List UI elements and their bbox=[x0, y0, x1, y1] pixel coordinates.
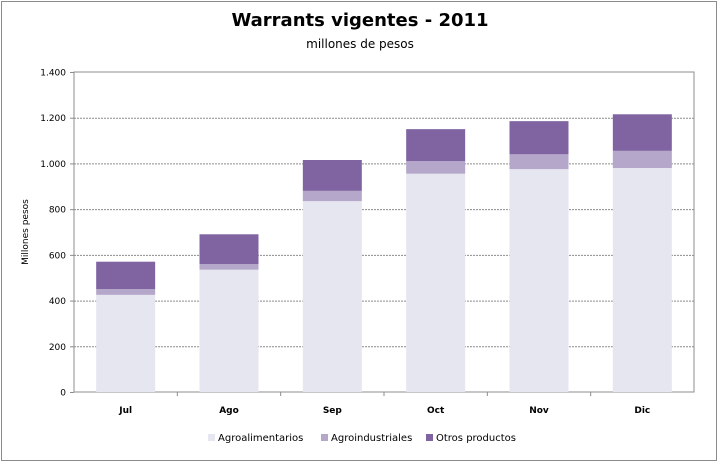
legend-swatch bbox=[321, 434, 328, 441]
y-tick-label: 600 bbox=[49, 251, 66, 261]
bar-segment bbox=[509, 121, 569, 155]
x-tick-label: Oct bbox=[427, 406, 445, 416]
bar-segment bbox=[302, 201, 362, 392]
x-tick-label: Nov bbox=[529, 406, 549, 416]
x-tick-label: Dic bbox=[634, 406, 650, 416]
legend-swatch bbox=[426, 434, 433, 441]
y-tick-label: 1.200 bbox=[40, 114, 66, 124]
bar-segment bbox=[199, 264, 259, 270]
bar-segment bbox=[406, 173, 466, 392]
legend-swatch bbox=[208, 434, 215, 441]
x-tick-label: Jul bbox=[118, 406, 132, 416]
y-tick-label: 0 bbox=[60, 389, 66, 399]
legend-label: Otros productos bbox=[436, 433, 516, 444]
bar-segment bbox=[406, 161, 466, 174]
bar-segment bbox=[612, 150, 672, 168]
bar-segment bbox=[406, 129, 466, 162]
x-tick-label: Ago bbox=[219, 406, 239, 416]
y-tick-label: 200 bbox=[49, 343, 66, 353]
bar-segment bbox=[612, 114, 672, 151]
y-axis-label: Millones pesos bbox=[21, 199, 31, 265]
bar-segment bbox=[302, 160, 362, 191]
legend-label: Agroindustriales bbox=[331, 433, 412, 444]
legend-label: Agroalimentarios bbox=[218, 433, 303, 444]
bar-segment bbox=[96, 261, 156, 290]
bar-segment bbox=[96, 294, 156, 392]
y-tick-label: 800 bbox=[49, 206, 66, 216]
bar-segment bbox=[302, 190, 362, 202]
bar-segment bbox=[509, 169, 569, 392]
bar-segment bbox=[199, 234, 259, 264]
chart-title: Warrants vigentes - 2011 bbox=[231, 10, 489, 31]
y-tick-label: 1.000 bbox=[40, 160, 66, 170]
bar-segment bbox=[199, 269, 259, 392]
x-tick-label: Sep bbox=[323, 406, 343, 416]
bar-segment bbox=[509, 154, 569, 170]
bar-segment bbox=[612, 168, 672, 392]
plot-area bbox=[73, 71, 695, 393]
y-tick-label: 400 bbox=[49, 297, 66, 307]
bar-segment bbox=[96, 289, 156, 295]
chart-subtitle: millones de pesos bbox=[306, 37, 414, 51]
y-tick-label: 1.400 bbox=[40, 69, 66, 79]
